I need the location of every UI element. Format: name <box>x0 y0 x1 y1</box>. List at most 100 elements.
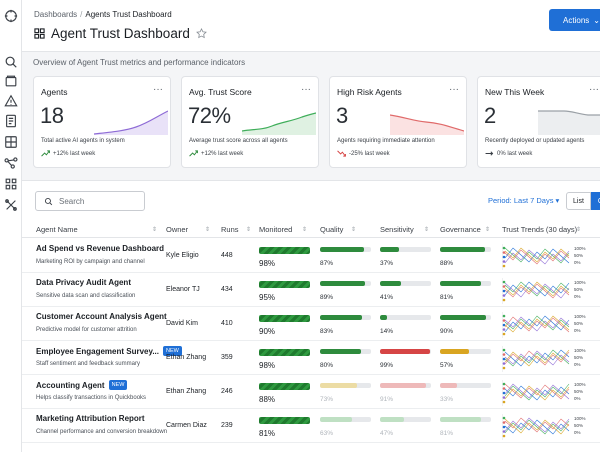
sensitivity-bar <box>380 315 431 320</box>
runs-count: 448 <box>221 252 233 259</box>
quality-value: 89% <box>320 294 334 301</box>
runs-count: 359 <box>221 354 233 361</box>
folder-icon[interactable] <box>4 74 18 88</box>
agent-name[interactable]: Data Privacy Audit Agent <box>36 278 131 287</box>
sensitivity-value: 41% <box>380 294 394 301</box>
trend-legend-label: 0% <box>574 362 581 367</box>
agent-name[interactable]: Marketing Attribution Report <box>36 414 145 423</box>
agent-name-text: Ad Spend vs Revenue Dashboard <box>36 244 165 253</box>
new-badge: NEW <box>108 380 128 390</box>
sensitivity-value: 91% <box>380 396 394 403</box>
table-icon[interactable] <box>4 135 18 149</box>
kpi-card-new-this-week[interactable]: New This Week ··· 2 Recently deployed or… <box>477 76 600 168</box>
more-options-icon[interactable]: ··· <box>449 84 459 95</box>
search-icon[interactable] <box>4 55 18 69</box>
card-value: 18 <box>40 103 64 128</box>
quality-value: 87% <box>320 260 334 267</box>
kpi-card-agents[interactable]: Agents ··· 18 Total active AI agents in … <box>33 76 171 168</box>
search-box[interactable] <box>35 191 145 211</box>
table-row[interactable]: Marketing Attribution Report Channel perf… <box>22 409 600 443</box>
card-title: High Risk Agents <box>337 87 402 97</box>
more-options-icon[interactable]: ··· <box>153 84 163 95</box>
page-title: Agent Trust Dashboard <box>51 25 190 41</box>
period-label: Period: Last 7 Days <box>488 196 554 205</box>
apps-icon[interactable] <box>4 177 18 191</box>
header-label: Quality <box>320 225 344 234</box>
tools-icon[interactable] <box>4 198 18 212</box>
table-row[interactable]: Ad Spend vs Revenue Dashboard Marketing R… <box>22 239 600 273</box>
agent-name-text: Employee Engagement Survey... <box>36 346 160 356</box>
view-list-button[interactable]: List <box>566 192 591 210</box>
actions-button-label: Actions <box>563 15 590 25</box>
card-description: Total active AI agents in system <box>41 138 125 144</box>
breadcrumb-root[interactable]: Dashboards <box>34 10 78 19</box>
header-label: Owner <box>166 225 189 234</box>
monitored-bar <box>259 383 310 390</box>
agent-name[interactable]: Accounting Agent NEW <box>36 380 128 390</box>
agent-name[interactable]: Customer Account Analysis Agent <box>36 312 167 321</box>
agent-name[interactable]: Employee Engagement Survey... NEW <box>36 346 182 356</box>
actions-button[interactable]: Actions ⌄ <box>549 9 600 31</box>
trend-legend-label: 0% <box>574 328 581 333</box>
table-row[interactable]: Data Privacy Audit Agent Sensitive data s… <box>22 273 600 307</box>
search-input[interactable] <box>59 196 139 206</box>
table-row[interactable]: Accounting Agent NEW Helps classify transa… <box>22 375 600 409</box>
table-row[interactable]: Employee Engagement Survey... NEW Staff se… <box>22 341 600 375</box>
owner: David Kim <box>166 320 198 327</box>
governance-bar-fill <box>440 349 470 354</box>
runs-count: 434 <box>221 286 233 293</box>
column-header-agent-name[interactable]: Agent Name ⇕ <box>36 225 157 234</box>
header-label: Trust Trends (30 days) <box>502 225 578 234</box>
period-selector[interactable]: Period: Last 7 Days ▾ <box>488 196 559 205</box>
sensitivity-value: 14% <box>380 328 394 335</box>
favorite-star-icon[interactable] <box>195 27 207 39</box>
governance-bar <box>440 417 491 422</box>
sensitivity-bar-fill <box>380 417 404 422</box>
search-icon <box>44 197 53 205</box>
alert-icon[interactable] <box>4 94 18 108</box>
header-label: Monitored <box>259 225 293 234</box>
compass-icon[interactable] <box>4 9 18 23</box>
governance-bar <box>440 349 491 354</box>
more-options-icon[interactable]: ··· <box>589 84 599 95</box>
column-header-owner[interactable]: Owner ⇕ <box>166 225 210 234</box>
breadcrumb-separator: / <box>80 10 83 19</box>
trend-legend-label: 50% <box>574 287 584 292</box>
kpi-card-avg-trust-score[interactable]: Avg. Trust Score ··· 72% Average trust s… <box>181 76 319 168</box>
trend-legend-label: 0% <box>574 396 581 401</box>
card-description: Agents requiring immediate attention <box>337 138 435 144</box>
card-description: Average trust score across all agents <box>189 138 288 144</box>
column-header-sensitivity[interactable]: Sensitivity ⇕ <box>380 225 429 234</box>
left-rail <box>0 0 22 452</box>
column-header-governance[interactable]: Governance ⇕ <box>440 225 490 234</box>
sensitivity-bar <box>380 247 431 252</box>
agent-name-text: Data Privacy Audit Agent <box>36 278 131 287</box>
monitored-bar <box>259 315 310 322</box>
trend-legend-label: 50% <box>574 321 584 326</box>
sparkline-chart <box>538 110 600 135</box>
governance-value: 88% <box>440 260 454 267</box>
quality-value: 80% <box>320 362 334 369</box>
governance-bar-fill <box>440 247 485 252</box>
trend-legend-label: 100% <box>574 314 586 319</box>
sensitivity-bar-fill <box>380 383 427 388</box>
agent-name[interactable]: Ad Spend vs Revenue Dashboard <box>36 244 164 253</box>
column-header-monitored[interactable]: Monitored ⇕ <box>259 225 307 234</box>
view-grid-button[interactable]: Gr <box>590 192 600 210</box>
column-header-runs[interactable]: Runs ⇕ <box>221 225 251 234</box>
kpi-card-high-risk-agents[interactable]: High Risk Agents ··· 3 Agents requiring … <box>329 76 467 168</box>
trend-text: +12% last week <box>201 150 244 157</box>
column-header-trust-trends[interactable]: Trust Trends (30 days) ⇕ <box>502 225 581 234</box>
governance-bar <box>440 247 491 252</box>
column-header-quality[interactable]: Quality ⇕ <box>320 225 356 234</box>
agent-name-text: Marketing Attribution Report <box>36 414 145 423</box>
sort-icon: ⇕ <box>424 227 430 233</box>
card-trend: -25% last week <box>337 150 390 157</box>
more-options-icon[interactable]: ··· <box>301 84 311 95</box>
runs-count: 410 <box>221 320 233 327</box>
workflow-icon[interactable] <box>4 156 18 170</box>
runs-count: 246 <box>221 388 233 395</box>
trend-legend-label: 50% <box>574 355 584 360</box>
document-icon[interactable] <box>4 114 18 128</box>
table-row[interactable]: Customer Account Analysis Agent Predictiv… <box>22 307 600 341</box>
